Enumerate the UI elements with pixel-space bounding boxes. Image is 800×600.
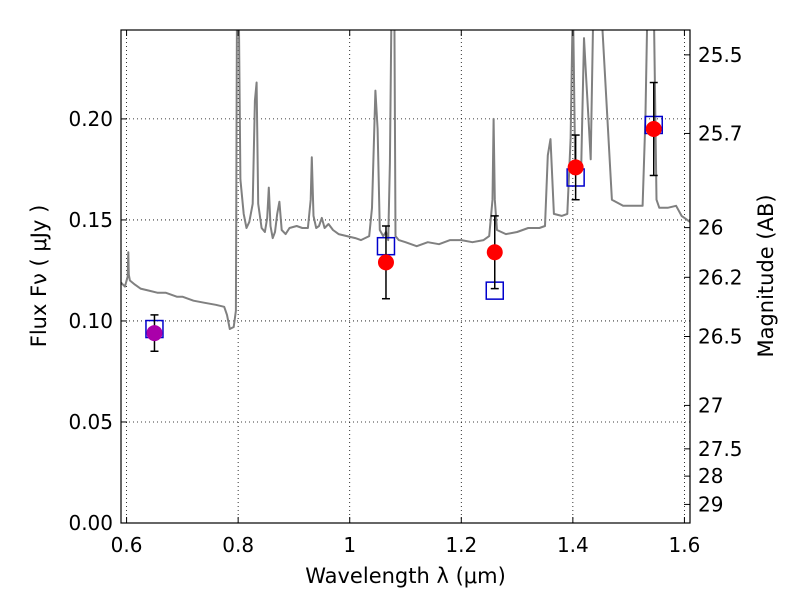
observed-flux-point (567, 159, 584, 176)
y2-tick-label: 29 (698, 492, 723, 516)
y2-tick-label: 27 (698, 393, 723, 417)
plot-frame (120, 29, 691, 524)
plot-background (121, 30, 690, 523)
observed-flux-point (486, 244, 503, 261)
observed-flux-point (377, 254, 394, 271)
marker-layer (145, 81, 663, 353)
y-tick-label: 0.00 (68, 511, 113, 535)
x-tick-label: 0.6 (111, 533, 143, 557)
y2-tick-label: 26 (698, 216, 723, 240)
observed-flux-point (645, 121, 662, 138)
y2-tick-label: 26.5 (698, 325, 743, 349)
y2-tick-label: 28 (698, 464, 723, 488)
y-tick-label: 0.20 (68, 107, 113, 131)
x-tick-label: 1.6 (669, 533, 701, 557)
y-tick-label: 0.15 (68, 208, 113, 232)
x-tick-label: 1 (343, 533, 356, 557)
y2-tick-label: 25.5 (698, 43, 743, 67)
x-tick-label: 0.8 (222, 533, 254, 557)
y2-tick-label: 25.7 (698, 121, 743, 145)
y-tick-label: 0.05 (68, 410, 113, 434)
x-axis-label: Wavelength λ (μm) (305, 564, 506, 588)
y-axis-label: Flux Fν ( μJy ) (27, 205, 51, 348)
y2-tick-label: 27.5 (698, 437, 743, 461)
x-tick-label: 1.4 (557, 533, 589, 557)
ticks: 0.6 0.8 1 1.2 1.4 1.6 0.00 0.05 0.10 0.15 0.20 25.5… (68, 30, 743, 557)
y2-tick-label: 26.2 (698, 265, 743, 289)
y-tick-label: 0.10 (68, 309, 113, 333)
x-tick-label: 1.2 (445, 533, 477, 557)
observed-flux-point (146, 325, 163, 342)
y2-axis-label: Magnitude (AB) (754, 194, 778, 357)
